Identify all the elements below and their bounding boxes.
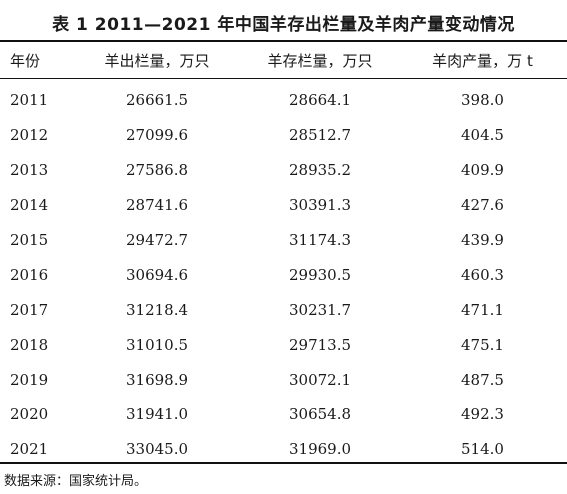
source-note: 数据来源：国家统计局。 xyxy=(4,474,148,489)
stock-cell: 30391.3 xyxy=(288,196,352,215)
stock-cell: 29930.5 xyxy=(288,265,352,284)
table-row: 2011 26661.5 28664.1 398.0 xyxy=(0,79,567,118)
meat-output-cell: 427.6 xyxy=(461,196,504,215)
slaughter-cell: 31698.9 xyxy=(125,370,189,389)
year-cell: 2014 xyxy=(10,196,49,215)
table-row: 2019 31698.9 30072.1 487.5 xyxy=(0,362,567,397)
stock-cell: 30654.8 xyxy=(288,405,352,424)
slaughter-cell: 31010.5 xyxy=(125,335,189,354)
stock-cell: 28664.1 xyxy=(288,91,352,110)
meat-output-cell: 398.0 xyxy=(461,91,504,110)
year-cell: 2015 xyxy=(10,231,49,249)
table-row: 2021 33045.0 31969.0 514.0 xyxy=(0,432,567,467)
slaughter-cell: 26661.5 xyxy=(125,91,189,110)
year-cell: 2020 xyxy=(10,405,49,424)
table-row: 2014 28741.6 30391.3 427.6 xyxy=(0,188,567,223)
bottom-rule xyxy=(0,462,567,464)
year-cell: 2016 xyxy=(10,265,49,284)
year-cell: 2011 xyxy=(10,91,49,110)
table-row: 2015 29472.7 31174.3 439.9 xyxy=(0,223,567,258)
header-slaughter: 羊出栏量，万只 xyxy=(72,42,242,79)
header-meat-output: 羊肉产量，万 t xyxy=(398,42,567,79)
slaughter-cell: 31941.0 xyxy=(125,405,189,424)
stock-cell: 30231.7 xyxy=(288,300,352,319)
stock-cell: 28935.2 xyxy=(288,161,352,180)
stock-cell: 30072.1 xyxy=(288,370,352,389)
top-rule xyxy=(0,40,567,42)
slaughter-cell: 27099.6 xyxy=(125,126,189,145)
year-cell: 2021 xyxy=(10,440,49,459)
meat-output-cell: 404.5 xyxy=(461,126,504,145)
meat-output-cell: 475.1 xyxy=(461,335,504,354)
table-row: 2017 31218.4 30231.7 471.1 xyxy=(0,292,567,327)
stock-cell: 29713.5 xyxy=(288,335,352,354)
header-row: 年份 羊出栏量，万只 羊存栏量，万只 羊肉产量，万 t xyxy=(0,42,567,79)
year-cell: 2018 xyxy=(10,335,49,354)
meat-output-cell: 471.1 xyxy=(461,300,504,319)
slaughter-cell: 33045.0 xyxy=(125,440,189,459)
stock-cell: 31174.3 xyxy=(288,231,352,249)
meat-output-cell: 514.0 xyxy=(461,440,504,459)
table-row: 2018 31010.5 29713.5 475.1 xyxy=(0,327,567,362)
slaughter-cell: 28741.6 xyxy=(125,196,189,215)
slaughter-cell: 30694.6 xyxy=(125,265,189,284)
stock-cell: 28512.7 xyxy=(288,126,352,145)
header-year: 年份 xyxy=(0,42,72,79)
table-title: 表 1 2011—2021 年中国羊存出栏量及羊肉产量变动情况 xyxy=(52,15,515,35)
table-row: 2020 31941.0 30654.8 492.3 xyxy=(0,397,567,432)
slaughter-cell: 27586.8 xyxy=(125,161,189,180)
meat-output-cell: 409.9 xyxy=(461,161,504,180)
year-cell: 2013 xyxy=(10,161,49,180)
header-stock: 羊存栏量，万只 xyxy=(242,42,398,79)
slaughter-cell: 31218.4 xyxy=(125,300,189,319)
table-row: 2016 30694.6 29930.5 460.3 xyxy=(0,257,567,292)
stock-cell: 31969.0 xyxy=(288,440,352,459)
meat-output-cell: 492.3 xyxy=(461,405,504,424)
meat-output-cell: 487.5 xyxy=(461,370,504,389)
year-cell: 2017 xyxy=(10,300,49,319)
slaughter-cell: 29472.7 xyxy=(125,231,189,249)
year-cell: 2012 xyxy=(10,126,49,145)
table-row: 2012 27099.6 28512.7 404.5 xyxy=(0,118,567,153)
table-row: 2013 27586.8 28935.2 409.9 xyxy=(0,153,567,188)
meat-output-cell: 460.3 xyxy=(461,265,504,284)
year-cell: 2019 xyxy=(10,370,49,389)
meat-output-cell: 439.9 xyxy=(461,231,504,249)
data-table: 年份 羊出栏量，万只 羊存栏量，万只 羊肉产量，万 t 2011 26661.5 2… xyxy=(0,42,567,467)
